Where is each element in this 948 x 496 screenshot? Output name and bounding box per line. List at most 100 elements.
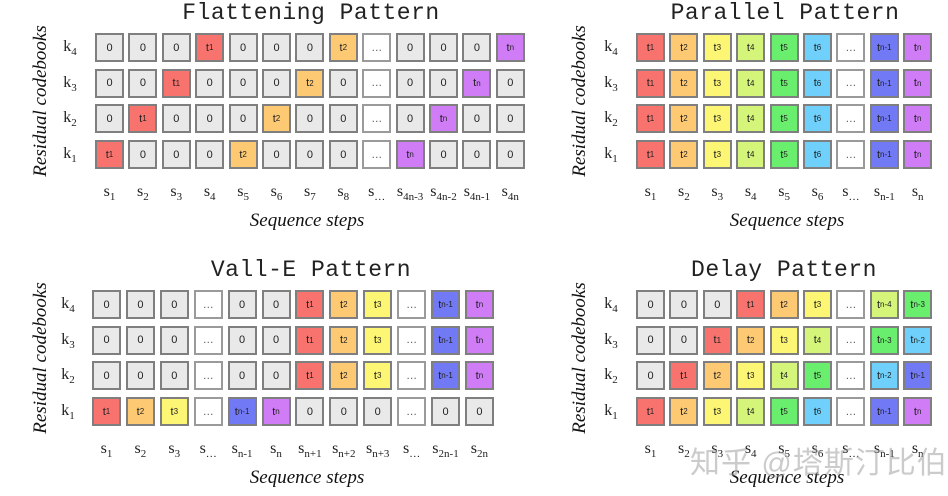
sequence-step-label: s… bbox=[402, 440, 421, 460]
grid-cell: 0 bbox=[261, 361, 291, 390]
sequence-step-label: s3 bbox=[711, 183, 724, 203]
grid-cell: … bbox=[836, 290, 866, 319]
codebook-label-k1: k1 bbox=[604, 145, 618, 165]
grid-cell: 0 bbox=[431, 397, 460, 426]
grid-cell: 0 bbox=[262, 68, 291, 98]
codebook-label-k1: k1 bbox=[604, 402, 618, 422]
x-axis-label: Sequence steps bbox=[729, 467, 845, 488]
sequence-step-label: s4 bbox=[203, 183, 216, 203]
grid-cell: 0 bbox=[125, 325, 155, 355]
y-axis-label: Residual codebooks bbox=[30, 25, 51, 177]
grid-cell: 0 bbox=[636, 290, 665, 319]
panel-title: Vall-E Pattern bbox=[210, 257, 412, 283]
grid-cell: 0 bbox=[159, 361, 189, 390]
grid-cell: 0 bbox=[159, 290, 189, 319]
grid-cell: 0 bbox=[328, 104, 358, 133]
sequence-step-label: sn-1 bbox=[231, 440, 253, 460]
grid-cell: t n-1 bbox=[869, 397, 899, 426]
grid-cell: 0 bbox=[262, 33, 291, 62]
grid-cell: 0 bbox=[495, 104, 525, 133]
grid-cell: … bbox=[836, 361, 866, 390]
grid-cell: 0 bbox=[261, 290, 291, 319]
grid-cell: 0 bbox=[395, 33, 425, 62]
sequence-step-label: s5 bbox=[778, 440, 790, 460]
grid-cell: 0 bbox=[95, 104, 124, 133]
grid-cell: 0 bbox=[195, 140, 225, 169]
sequence-step-label: s… bbox=[842, 183, 860, 203]
sequence-step-label: s8 bbox=[337, 183, 350, 203]
x-axis-label: Sequence steps bbox=[249, 210, 365, 231]
sequence-step-label: s6 bbox=[811, 183, 824, 203]
sequence-step-label: sn-1 bbox=[873, 183, 895, 203]
grid-cell: 0 bbox=[429, 68, 458, 98]
grid-cell: 0 bbox=[329, 397, 359, 426]
sequence-step-label: s5 bbox=[778, 183, 790, 203]
x-axis-label: Sequence steps bbox=[729, 210, 845, 231]
grid-cell: 0 bbox=[462, 140, 492, 169]
grid-cell: 0 bbox=[128, 140, 158, 169]
grid-cell: t n-2 bbox=[869, 361, 899, 390]
panel-title: Flattening Pattern bbox=[182, 0, 440, 26]
grid-cell: 0 bbox=[227, 361, 257, 390]
grid-cell: … bbox=[397, 397, 427, 426]
sequence-step-label: s4n-1 bbox=[463, 183, 491, 203]
sequence-step-label: s2n-1 bbox=[432, 440, 459, 460]
grid-cell: … bbox=[836, 140, 866, 169]
grid-cell: 0 bbox=[261, 325, 291, 355]
grid-cell: … bbox=[836, 325, 866, 355]
grid-cell: 0 bbox=[669, 325, 699, 355]
grid-cell: t n-1 bbox=[431, 325, 460, 355]
grid-cell: 0 bbox=[228, 104, 258, 133]
grid-cell: 0 bbox=[702, 290, 732, 319]
grid-cell: 0 bbox=[228, 33, 258, 62]
grid-cell: 0 bbox=[495, 68, 525, 98]
grid-cell: t n-1 bbox=[903, 361, 933, 390]
codebook-label-k3: k3 bbox=[61, 330, 75, 351]
grid-cell: … bbox=[397, 325, 427, 355]
codebook-label-k3: k3 bbox=[63, 73, 77, 94]
grid-cell: 0 bbox=[295, 33, 325, 62]
sequence-step-label: s2 bbox=[678, 183, 690, 203]
grid-cell: … bbox=[397, 361, 427, 390]
codebook-label-k1: k1 bbox=[61, 402, 75, 422]
grid-cell: … bbox=[193, 290, 223, 319]
grid-cell: 0 bbox=[92, 325, 121, 355]
grid-cell: … bbox=[193, 397, 223, 426]
sequence-step-label: s7 bbox=[304, 183, 316, 203]
sequence-step-label: s6 bbox=[270, 183, 283, 203]
sequence-step-label: s6 bbox=[811, 440, 824, 460]
grid-cell: 0 bbox=[128, 68, 158, 98]
sequence-step-label: s4n bbox=[501, 183, 519, 203]
sequence-step-label: sn bbox=[911, 183, 924, 203]
grid-cell: 0 bbox=[227, 325, 257, 355]
sequence-step-label: s3 bbox=[170, 183, 183, 203]
sequence-step-label: s5 bbox=[237, 183, 249, 203]
